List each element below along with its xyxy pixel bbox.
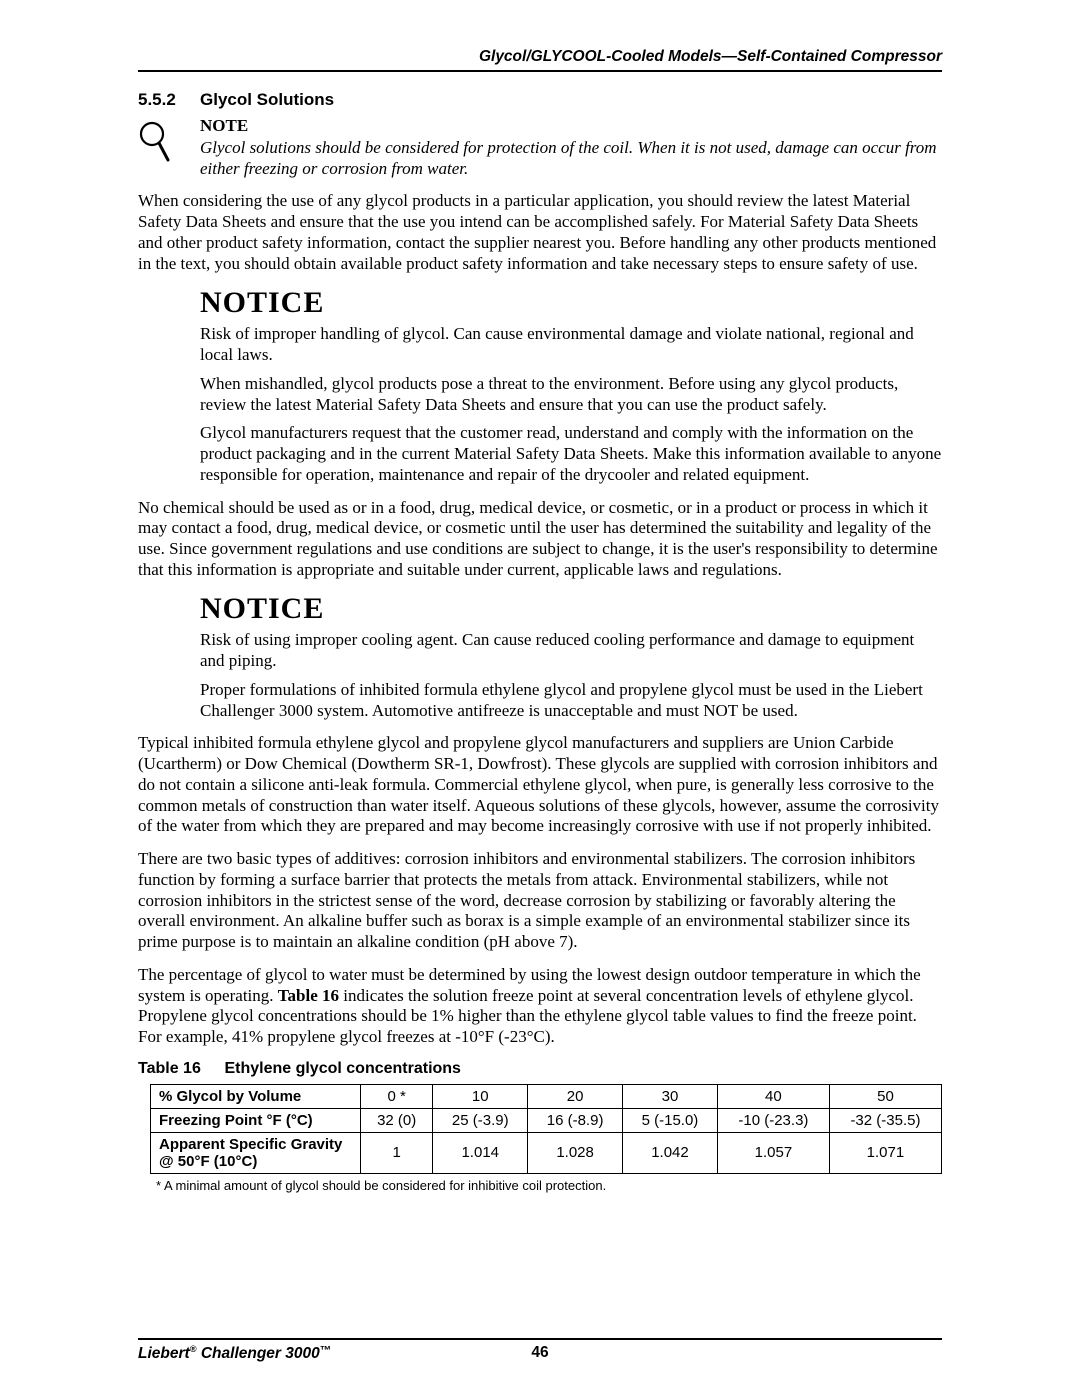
table-cell: 1 (361, 1132, 433, 1173)
note-block: NOTE Glycol solutions should be consider… (138, 116, 942, 179)
table-row: % Glycol by Volume 0 * 10 20 30 40 50 (151, 1084, 942, 1108)
table-footnote: * A minimal amount of glycol should be c… (156, 1178, 942, 1193)
notice-block-2: NOTICE Risk of using improper cooling ag… (138, 592, 942, 721)
notice-heading: NOTICE (200, 286, 942, 320)
table-cell: 1.057 (717, 1132, 829, 1173)
table-cell: 30 (623, 1084, 718, 1108)
registered-icon: ® (190, 1344, 197, 1354)
row-header: Apparent Specific Gravity @ 50°F (10°C) (151, 1132, 361, 1173)
magnifier-icon (138, 151, 172, 168)
page-number: 46 (531, 1344, 548, 1363)
body-paragraph: When considering the use of any glycol p… (138, 191, 942, 274)
body-paragraph: Typical inhibited formula ethylene glyco… (138, 733, 942, 837)
table-row: Freezing Point °F (°C) 32 (0) 25 (-3.9) … (151, 1108, 942, 1132)
footer-text: Challenger 3000 (197, 1345, 320, 1362)
table-cell: 1.042 (623, 1132, 718, 1173)
table-row: Apparent Specific Gravity @ 50°F (10°C) … (151, 1132, 942, 1173)
notice-heading: NOTICE (200, 592, 942, 626)
table-cell: -10 (-23.3) (717, 1108, 829, 1132)
table-cell: 20 (528, 1084, 623, 1108)
notice-paragraph: When mishandled, glycol products pose a … (200, 374, 942, 415)
footer-text: Liebert (138, 1345, 190, 1362)
section-heading: 5.5.2 Glycol Solutions (138, 90, 942, 110)
footer-rule (138, 1338, 942, 1340)
section-number: 5.5.2 (138, 90, 200, 110)
body-paragraph: No chemical should be used as or in a fo… (138, 498, 942, 581)
section-title: Glycol Solutions (200, 90, 334, 110)
notice-paragraph: Proper formulations of inhibited formula… (200, 680, 942, 721)
table-label: Table 16 (138, 1060, 220, 1078)
page-footer: Liebert® Challenger 3000™ 46 (138, 1338, 942, 1363)
note-text: Glycol solutions should be considered fo… (200, 138, 942, 179)
row-header: Freezing Point °F (°C) (151, 1108, 361, 1132)
table-cell: 50 (829, 1084, 941, 1108)
glycol-table: % Glycol by Volume 0 * 10 20 30 40 50 Fr… (150, 1084, 942, 1174)
table-cell: 1.014 (433, 1132, 528, 1173)
table-title: Ethylene glycol concentrations (224, 1060, 461, 1077)
running-head: Glycol/GLYCOOL-Cooled Models—Self-Contai… (138, 48, 942, 70)
notice-paragraph: Glycol manufacturers request that the cu… (200, 423, 942, 485)
table-cell: 10 (433, 1084, 528, 1108)
table-cell: 1.071 (829, 1132, 941, 1173)
notice-paragraph: Risk of using improper cooling agent. Ca… (200, 630, 942, 671)
table-caption: Table 16 Ethylene glycol concentrations (138, 1060, 942, 1078)
table-cell: -32 (-35.5) (829, 1108, 941, 1132)
table-cell: 32 (0) (361, 1108, 433, 1132)
note-heading: NOTE (200, 116, 942, 136)
body-paragraph: There are two basic types of additives: … (138, 849, 942, 953)
header-rule (138, 70, 942, 72)
table-cell: 1.028 (528, 1132, 623, 1173)
trademark-icon: ™ (320, 1344, 332, 1357)
table-cell: 5 (-15.0) (623, 1108, 718, 1132)
table-cell: 0 * (361, 1084, 433, 1108)
notice-block-1: NOTICE Risk of improper handling of glyc… (138, 286, 942, 485)
table-cell: 25 (-3.9) (433, 1108, 528, 1132)
row-header: % Glycol by Volume (151, 1084, 361, 1108)
table-ref: Table 16 (278, 986, 339, 1005)
table-cell: 16 (-8.9) (528, 1108, 623, 1132)
footer-product: Liebert® Challenger 3000™ (138, 1344, 531, 1363)
table-cell: 40 (717, 1084, 829, 1108)
body-paragraph: The percentage of glycol to water must b… (138, 965, 942, 1048)
notice-paragraph: Risk of improper handling of glycol. Can… (200, 324, 942, 365)
